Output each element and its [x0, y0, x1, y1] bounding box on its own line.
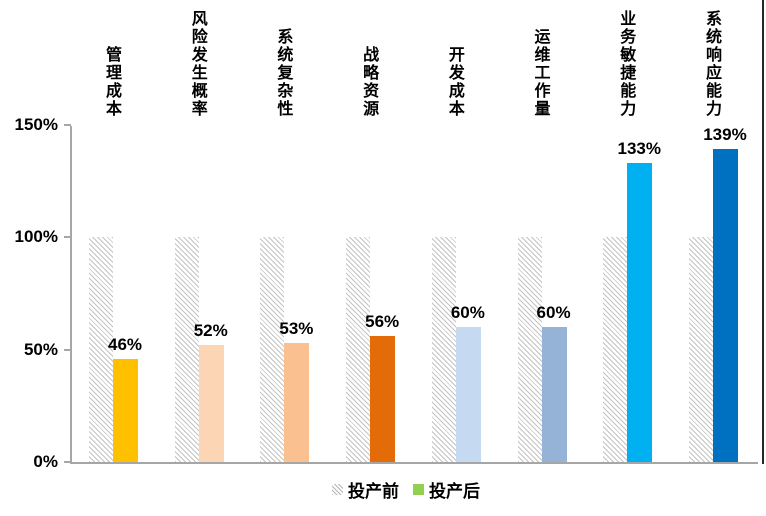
- legend-label-pre: 投产前: [348, 482, 399, 501]
- legend-label-post: 投产后: [429, 482, 480, 501]
- y-axis-tick-label: 50%: [23, 339, 58, 359]
- value-label-2: 53%: [279, 318, 314, 338]
- value-label-7: 139%: [703, 125, 747, 145]
- bar-before-2: [260, 237, 285, 462]
- bar-before-0: [89, 237, 113, 462]
- value-label-3: 56%: [365, 312, 400, 331]
- bar-before-1: [174, 237, 199, 462]
- y-axis-tick: [64, 348, 71, 351]
- y-axis-tick: [64, 461, 71, 463]
- value-label-0: 46%: [107, 334, 143, 354]
- bar-after-6: [627, 162, 653, 462]
- y-axis-tick-label: 0%: [33, 452, 58, 471]
- bar-after-5: [541, 327, 567, 462]
- category-label-6: 业务敏捷能力: [617, 10, 635, 118]
- y-axis-tick-label: 150%: [14, 114, 58, 134]
- bar-after-7: [712, 149, 738, 462]
- bar-after-2: [284, 342, 310, 462]
- value-label-4: 60%: [450, 303, 485, 322]
- bar-after-3: [370, 336, 396, 462]
- bar-before-4: [431, 237, 456, 462]
- value-label-5: 60%: [536, 303, 571, 322]
- bar-after-1: [198, 345, 224, 462]
- x-axis-line: [70, 462, 758, 464]
- bar-after-4: [455, 327, 481, 462]
- bar-before-3: [346, 237, 371, 462]
- category-label-5: 运维工作量: [531, 28, 549, 118]
- category-label-1: 风险发生概率: [188, 10, 206, 118]
- bar-before-5: [517, 237, 542, 462]
- value-label-6: 133%: [617, 138, 661, 158]
- value-label-1: 52%: [193, 321, 228, 340]
- legend-item-pre: 投产前: [332, 477, 399, 502]
- y-axis-tick: [64, 123, 71, 126]
- category-label-4: 开发成本: [445, 46, 463, 118]
- category-label-7: 系统响应能力: [702, 10, 720, 118]
- bar-before-7: [688, 237, 713, 462]
- legend-swatch-hatched-icon: [332, 484, 343, 495]
- chart-legend: 投产前 投产后: [332, 477, 480, 502]
- y-axis-line: [70, 126, 72, 464]
- y-axis-tick-label: 100%: [14, 227, 58, 246]
- chart-right-border: [762, 0, 764, 464]
- bar-after-0: [113, 358, 138, 462]
- category-label-2: 系统复杂性: [274, 28, 292, 118]
- category-label-3: 战略资源: [360, 46, 378, 118]
- legend-swatch-green-icon: [413, 484, 424, 495]
- y-axis-tick: [64, 236, 71, 238]
- category-label-0: 管理成本: [103, 46, 120, 118]
- bar-before-6: [603, 237, 628, 462]
- legend-item-post: 投产后: [413, 477, 480, 502]
